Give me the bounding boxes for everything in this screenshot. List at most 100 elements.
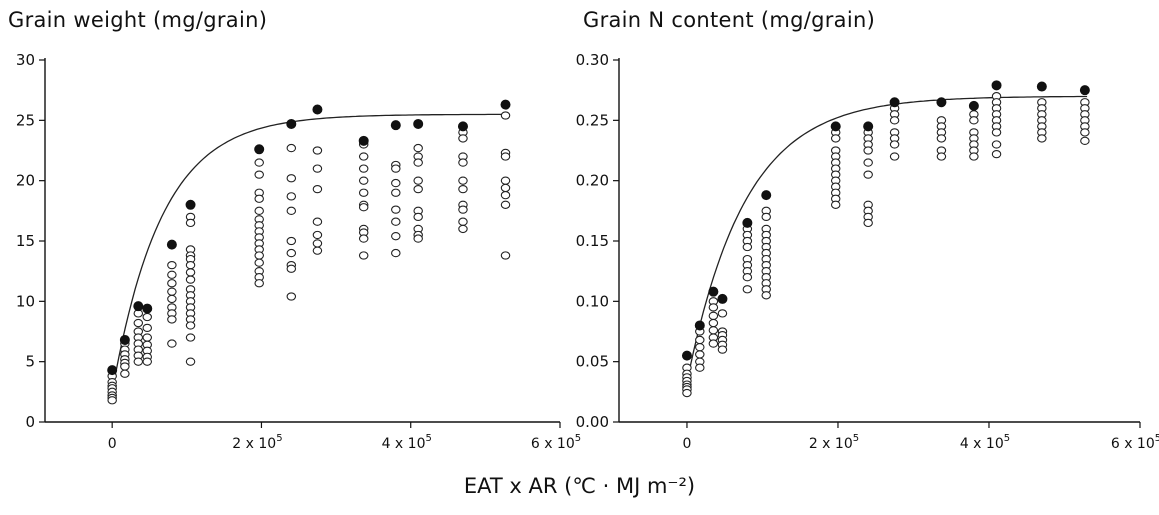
filled-data-point bbox=[185, 199, 196, 210]
open-data-point bbox=[863, 218, 873, 228]
open-data-point bbox=[991, 140, 1002, 149]
y-tick-label: 0.25 bbox=[576, 111, 609, 129]
open-data-point bbox=[286, 174, 297, 183]
filled-data-point bbox=[133, 301, 144, 312]
open-data-point bbox=[391, 188, 401, 197]
open-data-point bbox=[708, 318, 719, 328]
filled-data-point bbox=[863, 121, 874, 132]
open-data-point bbox=[682, 388, 692, 398]
open-data-point bbox=[312, 246, 323, 255]
open-data-point bbox=[500, 183, 511, 193]
open-data-point bbox=[695, 343, 705, 352]
fitted-curve bbox=[686, 95, 1088, 383]
open-data-point bbox=[458, 224, 468, 234]
open-data-point bbox=[254, 206, 264, 215]
x-tick-label: 4 x 105 bbox=[382, 433, 432, 452]
open-data-point bbox=[286, 292, 297, 301]
open-data-point bbox=[863, 146, 873, 155]
open-data-point bbox=[358, 152, 369, 161]
y-tick-label: 25 bbox=[16, 111, 35, 129]
open-data-point bbox=[142, 333, 153, 342]
grain-weight-scatter-chart: 0 5 10 15 20 25 30 0 2 x 105 4 x 105 6 x 105 bbox=[16, 51, 581, 452]
open-data-point bbox=[500, 111, 511, 120]
open-data-point bbox=[936, 134, 947, 143]
open-data-point bbox=[254, 251, 264, 260]
open-data-point bbox=[120, 369, 130, 378]
y-tick-label: 20 bbox=[16, 172, 35, 190]
open-data-point bbox=[500, 176, 511, 185]
open-data-point bbox=[185, 218, 196, 228]
filled-data-point bbox=[142, 303, 153, 314]
open-data-point bbox=[185, 333, 196, 342]
x-tick-label: 2 x 105 bbox=[809, 433, 859, 452]
open-data-point bbox=[458, 176, 468, 185]
open-data-point bbox=[254, 158, 264, 167]
open-data-point bbox=[185, 357, 196, 366]
open-data-point bbox=[286, 248, 297, 258]
filled-data-point bbox=[717, 293, 728, 304]
filled-data-point bbox=[457, 121, 468, 132]
filled-data-point bbox=[936, 97, 947, 108]
open-data-point bbox=[254, 170, 264, 179]
open-data-point bbox=[761, 212, 771, 222]
open-data-point bbox=[391, 232, 401, 241]
x-tick-label: 4 x 105 bbox=[960, 433, 1010, 452]
open-data-point bbox=[742, 285, 753, 294]
open-data-point bbox=[500, 200, 511, 209]
open-data-point bbox=[458, 158, 468, 167]
filled-data-point bbox=[708, 286, 719, 297]
open-data-point bbox=[742, 242, 753, 252]
open-data-point bbox=[286, 264, 297, 273]
open-data-point bbox=[358, 176, 369, 185]
filled-data-point bbox=[694, 320, 705, 331]
open-data-point bbox=[863, 158, 873, 167]
y-tick-label: 0.10 bbox=[576, 292, 609, 310]
open-data-point bbox=[717, 309, 728, 318]
filled-data-point bbox=[390, 120, 401, 131]
open-data-point bbox=[708, 339, 719, 348]
open-data-point bbox=[312, 184, 323, 194]
open-data-point bbox=[167, 287, 177, 296]
open-data-point bbox=[391, 205, 401, 214]
open-data-point bbox=[358, 188, 369, 197]
open-data-point bbox=[167, 339, 177, 348]
y-tick-label: 0.05 bbox=[576, 353, 609, 371]
open-data-point bbox=[830, 200, 841, 209]
y-tick-label: 0.20 bbox=[576, 172, 609, 190]
open-data-point bbox=[458, 205, 468, 214]
fitted-curve bbox=[111, 113, 508, 392]
open-data-point bbox=[167, 315, 177, 324]
filled-data-point bbox=[991, 80, 1002, 91]
open-data-point bbox=[185, 260, 196, 270]
chart-title-grain-weight: Grain weight (mg/grain) bbox=[8, 8, 268, 32]
y-tick-label: 30 bbox=[16, 51, 35, 69]
open-data-point bbox=[391, 217, 401, 226]
open-data-point bbox=[167, 270, 177, 279]
filled-data-point bbox=[119, 334, 130, 345]
y-tick-label: 10 bbox=[16, 292, 35, 310]
open-data-point bbox=[185, 275, 196, 284]
open-data-point bbox=[500, 251, 511, 260]
open-data-point bbox=[312, 164, 323, 173]
open-data-point bbox=[500, 152, 511, 161]
open-data-point bbox=[991, 149, 1002, 159]
open-data-point bbox=[500, 190, 511, 200]
open-data-point bbox=[358, 164, 369, 173]
filled-data-point bbox=[312, 104, 323, 115]
open-data-point bbox=[142, 357, 153, 366]
open-data-point bbox=[863, 170, 873, 179]
open-data-point bbox=[358, 251, 369, 260]
y-tick-label: 0 bbox=[25, 413, 35, 431]
y-tick-label: 0.30 bbox=[576, 51, 609, 69]
filled-data-point bbox=[107, 365, 118, 376]
open-data-point bbox=[133, 318, 144, 328]
open-data-point bbox=[969, 152, 979, 161]
grain-n-content-scatter-chart: 0.00 0.05 0.10 0.15 0.20 0.25 0.30 0 2 x 105 4 x … bbox=[576, 51, 1159, 452]
open-data-point bbox=[107, 396, 117, 405]
x-tick-label: 0 bbox=[108, 436, 117, 452]
open-data-point bbox=[413, 143, 423, 153]
x-tick-label: 2 x 105 bbox=[232, 433, 282, 452]
open-data-point bbox=[391, 178, 401, 188]
open-data-point bbox=[167, 279, 177, 288]
x-tick-label: 6 x 105 bbox=[531, 433, 581, 452]
